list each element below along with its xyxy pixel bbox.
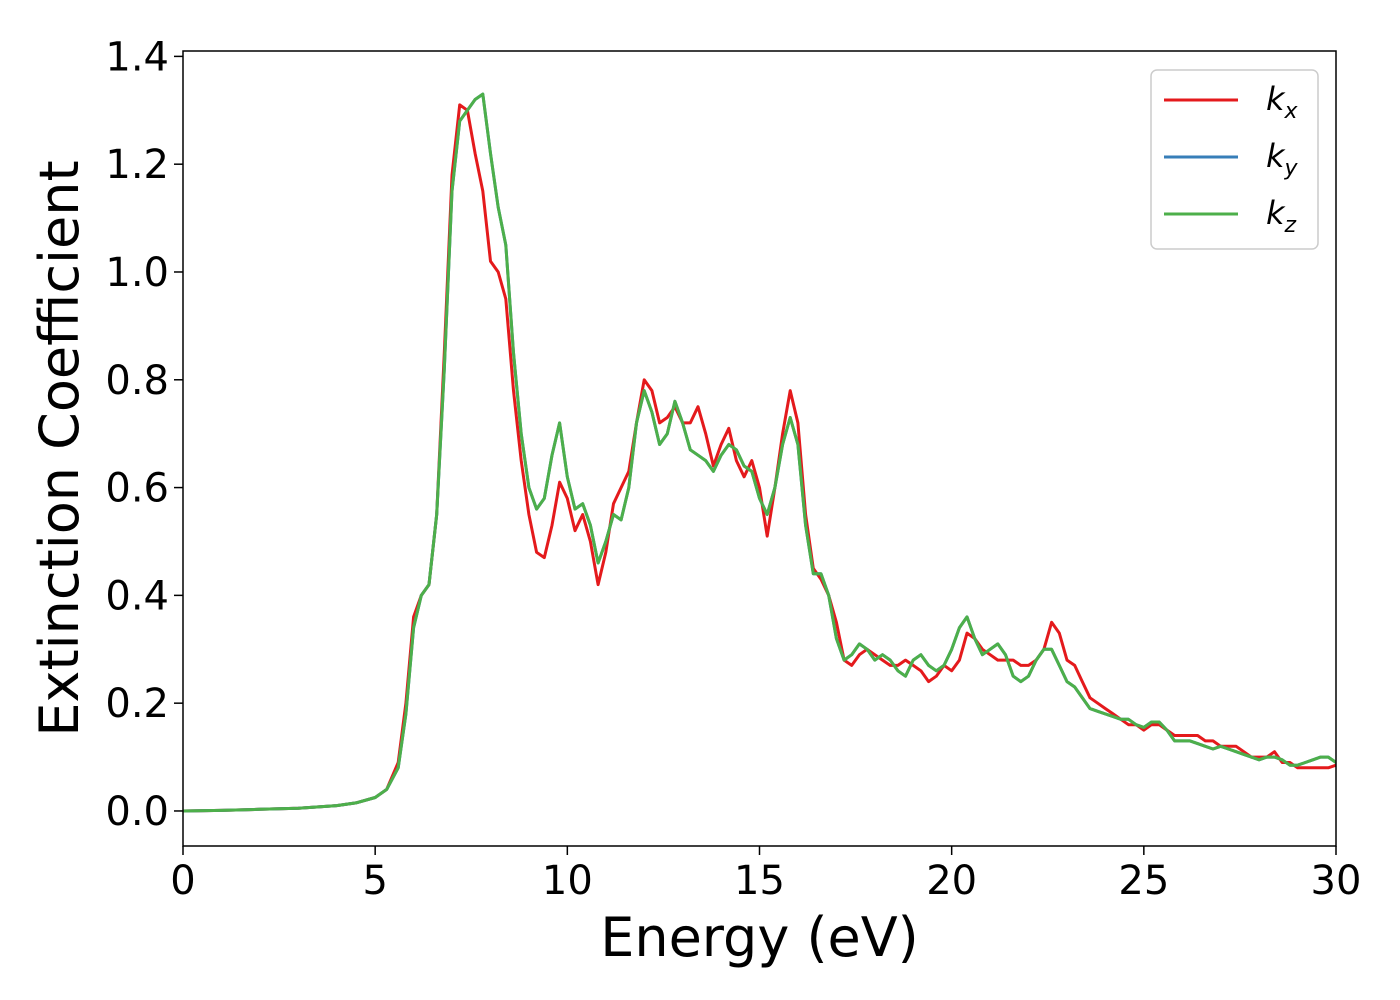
legend-label-z: kz <box>1266 194 1297 238</box>
series-line-z <box>183 92 1336 813</box>
x-tick-label: 30 <box>1311 858 1362 904</box>
x-tick-label: 5 <box>362 858 387 904</box>
y-axis: 0.0 0.2 0.4 0.6 0.8 1.0 1.2 1.4 <box>105 34 183 835</box>
x-tick-label: 10 <box>542 858 593 904</box>
y-tick-label: 0.6 <box>105 466 169 512</box>
y-tick-label: 1.4 <box>105 34 169 80</box>
series-layer <box>183 92 1336 813</box>
x-tick-label: 0 <box>170 858 195 904</box>
y-tick-label: 0.4 <box>105 573 169 619</box>
x-tick-label: 20 <box>926 858 977 904</box>
x-tick-label: 15 <box>734 858 785 904</box>
y-tick-label: 1.2 <box>105 142 169 188</box>
y-tick-label: 0.2 <box>105 681 169 727</box>
legend: kx ky kz <box>1150 69 1319 250</box>
y-axis-label: Extinction Coefficient <box>28 160 91 736</box>
x-tick-label: 25 <box>1118 858 1169 904</box>
legend-label-y: ky <box>1266 137 1299 181</box>
y-tick-label: 0.0 <box>105 789 169 835</box>
legend-label-x: kx <box>1266 80 1299 124</box>
x-axis: 0 5 10 15 20 25 30 <box>170 846 1361 904</box>
y-tick-label: 1.0 <box>105 250 169 296</box>
x-axis-label: Energy (eV) <box>600 906 919 969</box>
y-tick-label: 0.8 <box>105 358 169 404</box>
legend-box <box>1150 69 1319 250</box>
